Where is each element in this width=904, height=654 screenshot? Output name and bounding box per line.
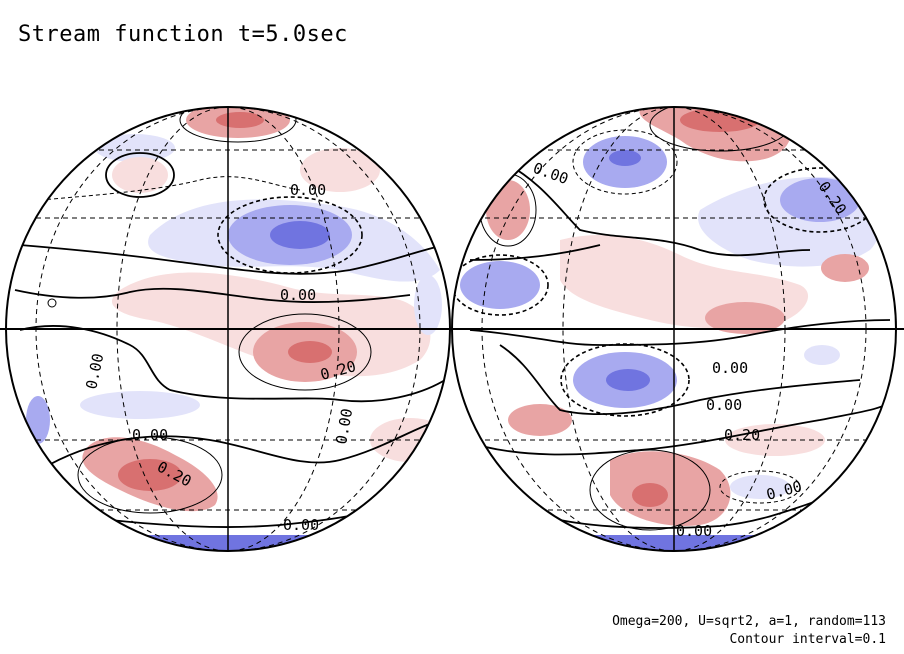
right-pos-east: [821, 254, 869, 282]
left-neg-core2: [270, 221, 330, 249]
right-contour-label: 0.20: [724, 426, 760, 444]
left-contours: [14, 107, 446, 528]
right-pos-south: [610, 451, 731, 526]
plot-title: Stream function t=5.0sec: [18, 22, 348, 47]
parameters-note: Omega=200, U=sqrt2, a=1, random=113: [612, 614, 886, 629]
left-shading: [26, 107, 450, 551]
left-pos-n: [300, 148, 380, 192]
right-contour-label: 0.00: [706, 396, 742, 414]
left-pos-nw-small: [112, 157, 168, 193]
left-pos-center-core: [288, 341, 332, 363]
left-neg-east: [414, 275, 442, 335]
left-contour-label: 0.00: [332, 407, 356, 446]
right-neg-nw-core: [609, 150, 641, 166]
left-pos-sw-core: [118, 459, 182, 491]
right-neg-west: [460, 261, 540, 309]
left-contour-label: 0.00: [283, 516, 319, 534]
left-neg-sw: [80, 391, 200, 419]
left-contour-label: 0.00: [132, 426, 168, 444]
left-neg-west: [26, 396, 50, 444]
left-contour-label: 0.00: [290, 181, 326, 199]
stream-function-plot: 0.00 0.00 0.00 0.20 0.00 0.00 0.20 0.00: [0, 106, 904, 552]
right-contour-label: 0.00: [676, 522, 712, 540]
right-neg-center-core: [606, 369, 650, 391]
right-neg-ne-core: [780, 178, 860, 222]
left-contour-label: 0.00: [280, 286, 316, 304]
right-pos-sw: [508, 404, 572, 436]
contour-interval-note: Contour interval=0.1: [729, 632, 886, 647]
right-neg-se: [730, 475, 790, 499]
left-pos-top-cap-core: [216, 112, 264, 128]
right-contour-label: 0.00: [712, 359, 748, 377]
right-pos-mid: [705, 302, 785, 334]
right-pos-south-core: [632, 483, 668, 507]
right-pos-west-top: [486, 180, 530, 240]
right-neg-small: [804, 345, 840, 365]
